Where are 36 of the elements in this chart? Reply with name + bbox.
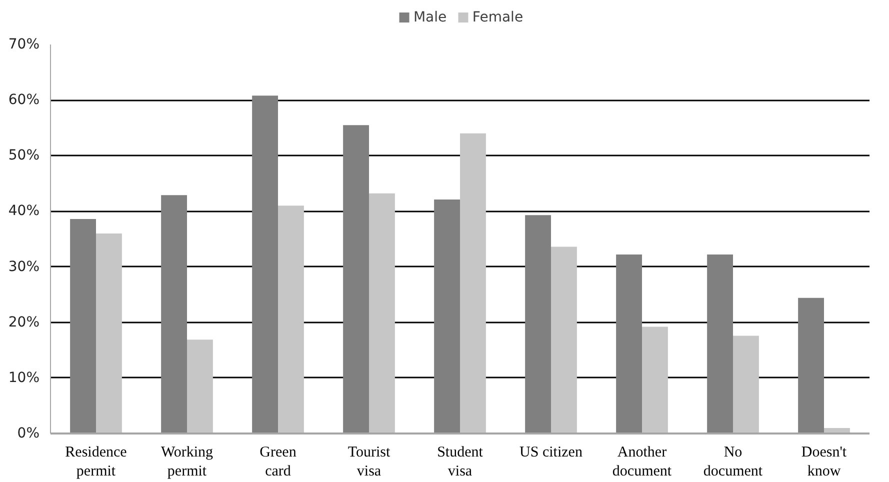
bar (70, 218, 96, 434)
x-tick-label: US citizen (520, 444, 583, 460)
bar (642, 326, 668, 434)
bar (460, 133, 486, 434)
bar (733, 336, 759, 434)
x-tick-label: Another document (612, 444, 672, 480)
bar (187, 340, 213, 434)
bar (252, 96, 278, 434)
bar (96, 233, 122, 434)
bar (525, 215, 551, 434)
x-tick-label: Tourist visa (348, 444, 391, 480)
y-tick-label: 50% (8, 148, 40, 164)
bar (798, 298, 824, 434)
y-tick-label: 40% (8, 203, 40, 220)
bar (434, 200, 460, 434)
x-tick-label: Working permit (160, 444, 214, 480)
x-tick-label: Student visa (437, 444, 484, 480)
x-tick-label: Residence permit (65, 444, 128, 480)
x-tick-label: Doesn't know (801, 444, 848, 480)
x-tick-label: No document (703, 444, 764, 480)
bar (616, 254, 642, 434)
bar (343, 125, 369, 434)
legend-label: Male (413, 10, 447, 26)
y-tick-label: 20% (8, 314, 40, 330)
bar (707, 254, 733, 434)
bar (551, 246, 577, 434)
bar (278, 206, 304, 434)
x-tick-label: Green card (260, 444, 297, 480)
legend-label: Female (472, 10, 524, 26)
y-tick-label: 0% (17, 426, 40, 442)
y-tick-label: 30% (8, 258, 40, 275)
y-tick-label: 70% (8, 36, 40, 52)
bar (161, 195, 187, 434)
y-tick-label: 10% (8, 370, 40, 386)
y-tick-label: 60% (8, 92, 40, 108)
bar (369, 193, 395, 434)
